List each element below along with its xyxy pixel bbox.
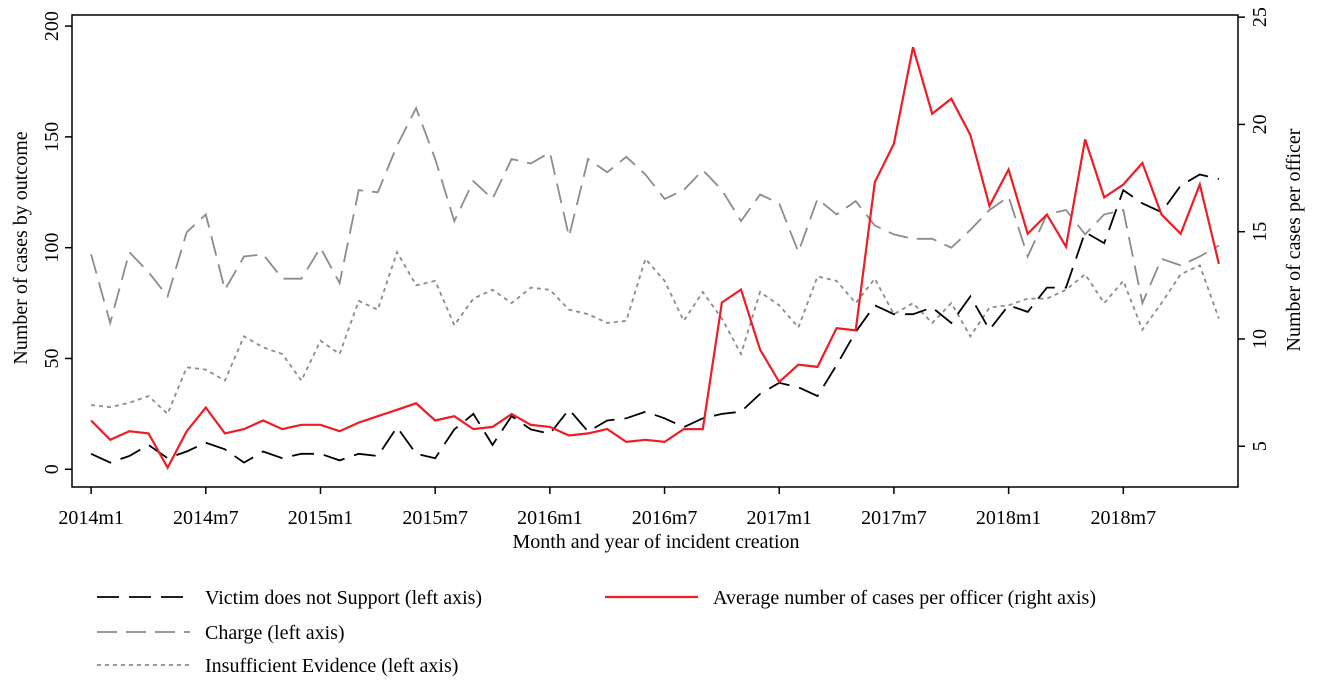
x-tick-label: 2015m7 — [402, 507, 468, 529]
y-tick-label: 0 — [41, 464, 63, 474]
y-axis-title: Number of cases by outcome — [10, 131, 32, 364]
x-tick-label: 2015m1 — [288, 507, 354, 529]
y-tick-label: 100 — [41, 233, 63, 263]
legend-label: Insufficient Evidence (left axis) — [205, 655, 458, 677]
x-tick-label: 2017m1 — [746, 507, 812, 529]
x-tick-label: 2016m1 — [517, 507, 583, 529]
series-line — [90, 105, 1220, 327]
y2-tick-label: 25 — [1249, 7, 1271, 27]
x-tick-label: 2014m7 — [173, 507, 239, 529]
x-axis-title: Month and year of incident creation — [512, 531, 799, 553]
y2-tick-label: 10 — [1249, 329, 1271, 349]
y2-tick-label: 20 — [1249, 114, 1271, 134]
y-tick-label: 200 — [41, 11, 63, 41]
series-line — [90, 46, 1220, 471]
x-tick-label: 2016m7 — [632, 507, 698, 529]
x-tick-label: 2014m1 — [58, 507, 124, 529]
series-line — [90, 173, 1220, 464]
series-line — [90, 249, 1220, 416]
x-tick-label: 2017m7 — [861, 507, 927, 529]
legend-label: Victim does not Support (left axis) — [205, 587, 482, 609]
y-tick-label: 50 — [41, 348, 63, 368]
y2-axis-title: Number of cases per officer — [1283, 128, 1305, 351]
legend-label: Average number of cases per officer (rig… — [713, 587, 1096, 609]
x-tick-label: 2018m1 — [976, 507, 1042, 529]
y2-tick-label: 5 — [1249, 441, 1271, 451]
y-tick-label: 150 — [41, 122, 63, 152]
x-tick-label: 2018m7 — [1091, 507, 1157, 529]
plot-frame — [71, 14, 1239, 488]
legend-label: Charge (left axis) — [205, 622, 345, 644]
y2-tick-label: 15 — [1249, 222, 1271, 242]
